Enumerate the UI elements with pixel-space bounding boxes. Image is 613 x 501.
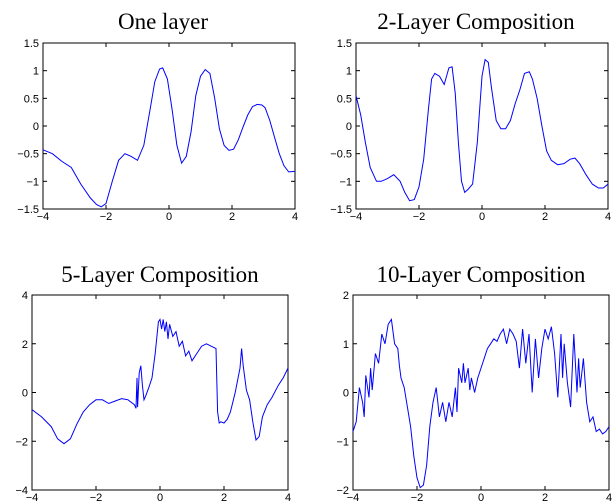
y-tick-label: −1 <box>26 176 39 188</box>
y-tick-label: −0.5 <box>17 149 39 161</box>
y-tick-labels: −1.5 −1 −0.5 0 0.5 1 1.5 <box>330 38 352 216</box>
panel-title: 10-Layer Composition <box>377 262 586 287</box>
series-line <box>42 67 296 208</box>
x-tick-label: −2 <box>411 492 424 501</box>
y-tick-label: 2 <box>22 339 28 351</box>
panel-one-layer: One layer −4 −2 0 2 4 −1.5 −1 −0.5 0 0.5 1 1.5 <box>17 9 298 223</box>
y-tick-label: −1 <box>339 176 352 188</box>
x-tick-label: −4 <box>26 492 39 501</box>
y-tick-label: −1.5 <box>17 204 39 216</box>
y-tick-label: 1 <box>346 66 352 78</box>
plot-frame <box>355 42 609 210</box>
panel-title: 2-Layer Composition <box>377 9 575 34</box>
panel-title: One layer <box>118 9 208 34</box>
plot-frame <box>31 294 289 491</box>
x-tick-label: 2 <box>229 211 235 223</box>
y-tick-label: −4 <box>15 485 28 497</box>
x-tick-labels: −4 −2 0 2 4 <box>347 492 612 501</box>
x-tick-label: −2 <box>90 492 103 501</box>
panel-title: 5-Layer Composition <box>61 262 259 287</box>
x-tick-label: −4 <box>347 492 360 501</box>
y-tick-label: 0.5 <box>337 93 352 105</box>
y-tick-label: 0 <box>33 121 39 133</box>
y-tick-label: 0.5 <box>24 93 39 105</box>
y-tick-label: −2 <box>15 436 28 448</box>
series-line <box>355 58 609 202</box>
y-tick-labels: −4 −2 0 2 4 <box>15 290 28 497</box>
y-ticks <box>32 294 288 491</box>
y-tick-labels: −1.5 −1 −0.5 0 0.5 1 1.5 <box>17 38 39 216</box>
y-tick-labels: −2 −1 0 1 2 <box>336 290 349 497</box>
x-tick-label: 0 <box>157 492 163 501</box>
y-tick-label: 0 <box>346 121 352 133</box>
x-ticks <box>42 43 296 209</box>
y-tick-label: −1.5 <box>330 204 352 216</box>
y-tick-label: 2 <box>343 290 349 302</box>
panel-2-layer: 2-Layer Composition −4 −2 0 2 4 −1.5 −1 −0.5 0 0… <box>330 9 611 223</box>
x-tick-label: 4 <box>606 492 612 501</box>
x-ticks <box>31 295 289 490</box>
x-tick-label: 0 <box>166 211 172 223</box>
y-tick-label: 1.5 <box>24 38 39 50</box>
x-tick-label: 4 <box>605 211 611 223</box>
x-tick-label: −2 <box>100 211 113 223</box>
series-line <box>352 317 610 489</box>
y-tick-label: 4 <box>22 290 28 302</box>
y-tick-label: 0 <box>22 388 28 400</box>
x-tick-label: 2 <box>542 492 548 501</box>
x-tick-label: 2 <box>542 211 548 223</box>
y-tick-label: 1 <box>343 339 349 351</box>
y-ticks <box>43 42 295 210</box>
x-tick-label: 2 <box>221 492 227 501</box>
y-tick-label: −2 <box>336 485 349 497</box>
x-tick-labels: −4 −2 0 2 4 <box>26 492 291 501</box>
plot-frame <box>352 294 610 491</box>
x-tick-labels: −4 −2 0 2 4 <box>350 211 611 223</box>
y-tick-label: −1 <box>336 436 349 448</box>
panel-5-layer: 5-Layer Composition −4 −2 0 2 4 −4 −2 0 2 4 <box>15 262 291 501</box>
y-ticks <box>356 42 608 210</box>
x-tick-label: −4 <box>350 211 363 223</box>
x-tick-label: 4 <box>285 492 291 501</box>
x-tick-label: −4 <box>37 211 50 223</box>
x-tick-label: 4 <box>292 211 298 223</box>
y-ticks <box>353 294 609 491</box>
x-tick-label: 0 <box>479 211 485 223</box>
x-ticks <box>355 43 609 209</box>
x-tick-label: −2 <box>413 211 426 223</box>
y-tick-label: 1.5 <box>337 38 352 50</box>
x-tick-labels: −4 −2 0 2 4 <box>37 211 298 223</box>
x-tick-label: 0 <box>478 492 484 501</box>
y-tick-label: −0.5 <box>330 149 352 161</box>
y-tick-label: 1 <box>33 66 39 78</box>
series-line <box>31 318 289 445</box>
x-ticks <box>352 295 610 490</box>
y-tick-label: 0 <box>343 388 349 400</box>
